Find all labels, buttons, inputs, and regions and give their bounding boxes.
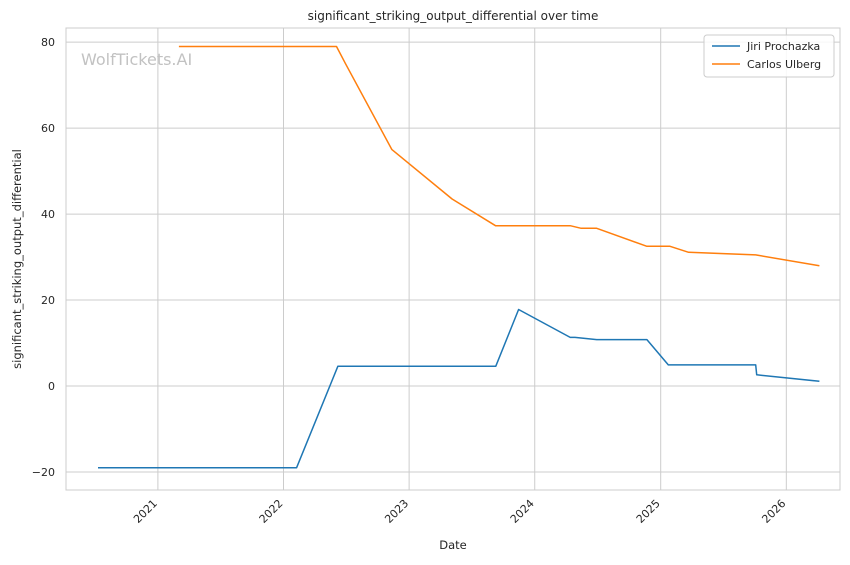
- series-line-0: [98, 308, 820, 469]
- y-axis-ticks: −20 0 20 40 60 80: [32, 36, 55, 479]
- watermark-text: WolfTickets.AI: [81, 50, 192, 69]
- y-axis-label: significant_striking_output_differential: [10, 149, 24, 369]
- y-tick-label: 80: [41, 36, 55, 49]
- y-tick-label: 60: [41, 122, 55, 135]
- legend-label-1: Carlos Ulberg: [747, 58, 821, 71]
- y-tick-label: 20: [41, 294, 55, 307]
- legend: Jiri Prochazka Carlos Ulberg: [703, 34, 835, 78]
- x-axis-label: Date: [439, 538, 467, 552]
- y-tick-label: 40: [41, 208, 55, 221]
- series-lines: [98, 45, 820, 469]
- y-tick-label: −20: [32, 466, 55, 479]
- legend-label-0: Jiri Prochazka: [746, 40, 820, 53]
- series-line-1: [178, 45, 820, 267]
- y-tick-label: 0: [48, 380, 55, 393]
- plot-area: [65, 27, 841, 491]
- chart-title: significant_striking_output_differential…: [308, 9, 599, 23]
- grid-lines: [66, 28, 840, 490]
